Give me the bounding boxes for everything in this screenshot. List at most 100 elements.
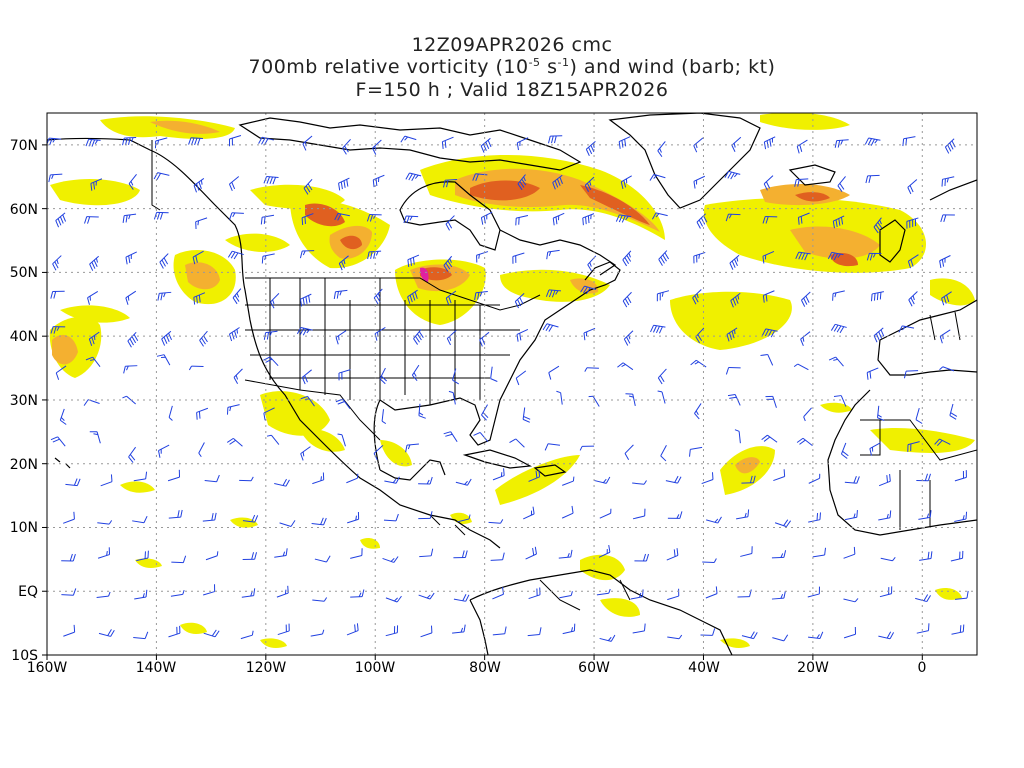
barb-flag — [819, 512, 821, 520]
barb-flag — [819, 631, 824, 639]
barb-flag — [877, 417, 885, 421]
wind-barb — [123, 365, 138, 374]
barb-flag — [127, 340, 132, 348]
barb-flag — [53, 291, 57, 299]
barb-flag — [658, 259, 663, 266]
barb-staff — [457, 518, 470, 523]
barb-flag — [869, 371, 872, 379]
barb-flag — [725, 214, 729, 222]
barb-flag — [429, 476, 433, 485]
barb-flag — [798, 252, 803, 260]
barb-flag — [129, 454, 136, 461]
barb-flag — [265, 358, 273, 363]
vorticity-spot-canada-south — [340, 235, 362, 250]
barb-flag — [480, 145, 485, 153]
vorticity-deep-labrador — [580, 185, 650, 225]
barb-flag — [853, 546, 856, 555]
barb-flag — [703, 215, 708, 223]
wind-barb — [193, 178, 205, 193]
wind-barb — [700, 628, 716, 636]
wind-barb — [266, 434, 280, 445]
barb-staff — [599, 637, 612, 642]
wind-barb — [949, 403, 958, 420]
wind-barb — [843, 546, 856, 559]
wind-barb — [903, 370, 919, 379]
wind-barb — [373, 288, 383, 305]
barb-staff — [128, 173, 137, 184]
barb-staff — [558, 556, 571, 559]
wind-barb — [157, 291, 172, 301]
barb-flag — [449, 258, 452, 263]
barb-flag — [369, 214, 374, 222]
barb-flag — [816, 634, 820, 639]
barb-flag — [232, 297, 238, 305]
barb-flag — [407, 296, 411, 304]
barb-flag — [426, 479, 430, 485]
barb-flag — [426, 594, 431, 599]
barb-staff — [492, 475, 505, 481]
wind-barb — [490, 552, 505, 561]
barb-staff — [515, 370, 527, 379]
barb-staff — [203, 632, 216, 638]
barb-flag — [55, 220, 60, 228]
barb-flag — [877, 222, 883, 229]
barb-flag — [73, 478, 78, 486]
barb-flag — [445, 297, 450, 306]
barb-flag — [127, 296, 130, 301]
wind-barb — [772, 634, 789, 642]
barb-staff — [274, 482, 287, 487]
barb-flag — [657, 390, 663, 393]
barb-flag — [326, 555, 331, 563]
wind-barb — [797, 212, 810, 225]
barb-flag — [929, 510, 932, 518]
barb-flag — [56, 326, 60, 331]
barb-flag — [624, 257, 630, 264]
barb-flag — [83, 399, 89, 406]
barb-flag — [869, 448, 872, 456]
barb-flag — [830, 252, 836, 260]
barb-flag — [583, 332, 586, 341]
barb-staff — [598, 551, 611, 558]
barb-flag — [589, 262, 592, 267]
barb-flag — [251, 630, 254, 636]
barb-flag — [732, 298, 737, 306]
barb-flag — [765, 216, 769, 224]
barb-flag — [834, 292, 837, 298]
barb-staff — [411, 364, 420, 376]
wind-barb — [403, 215, 419, 224]
wind-barb — [763, 175, 774, 191]
barb-flag — [833, 324, 839, 332]
barb-flag — [128, 456, 134, 463]
coastline-south-america — [469, 569, 733, 655]
barb-flag — [373, 297, 379, 305]
barb-flag — [263, 413, 266, 421]
barb-flag — [269, 331, 272, 337]
barb-staff — [939, 329, 951, 337]
wind-barb — [473, 432, 489, 442]
barb-staff — [907, 441, 920, 446]
barb-flag — [250, 476, 254, 482]
barb-flag — [767, 329, 773, 337]
wind-barb — [455, 478, 472, 486]
barb-staff — [276, 592, 289, 598]
barb-staff — [594, 480, 607, 484]
wind-barb — [741, 631, 758, 640]
barb-staff — [773, 476, 785, 482]
lon-label-20w: 20W — [797, 660, 829, 676]
barb-flag — [300, 453, 304, 461]
vorticity-band-europe-west — [930, 278, 975, 306]
barb-staff — [167, 476, 180, 482]
barb-staff — [314, 558, 327, 563]
barb-flag — [372, 179, 375, 188]
barb-staff — [341, 434, 346, 447]
barb-flag — [53, 326, 57, 334]
barb-flag — [50, 291, 54, 299]
barb-flag — [465, 594, 470, 602]
wind-barb — [338, 177, 350, 191]
barb-flag — [52, 138, 56, 143]
wind-barb — [227, 250, 244, 260]
barb-flag — [780, 594, 784, 599]
barb-staff — [229, 135, 242, 140]
barb-flag — [304, 141, 307, 147]
barb-flag — [736, 257, 739, 262]
